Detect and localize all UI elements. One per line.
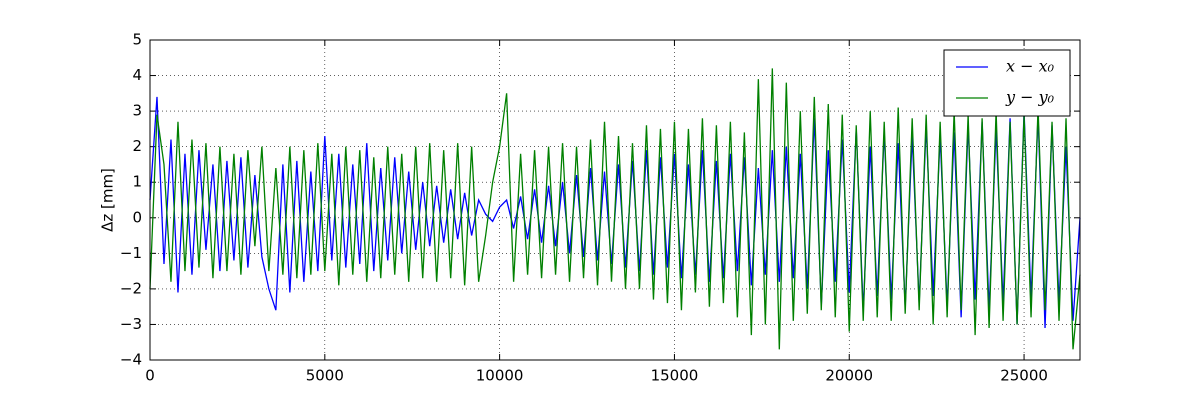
x-tick-label: 25000 xyxy=(1000,367,1048,385)
y-tick-label: −2 xyxy=(120,279,142,297)
y-tick-label: 0 xyxy=(132,208,142,226)
y-axis-label: Δz [mm] xyxy=(99,168,117,232)
legend-label: y − y₀ xyxy=(1005,88,1055,107)
y-tick-label: 1 xyxy=(132,173,142,191)
y-tick-label: 4 xyxy=(132,66,142,84)
legend-box xyxy=(943,49,1071,117)
data-line xyxy=(149,68,1081,350)
y-tick-label: 3 xyxy=(132,102,142,120)
y-tick-label: −1 xyxy=(120,244,142,262)
y-tick-label: −4 xyxy=(120,351,142,369)
x-tick-label: 5000 xyxy=(306,367,344,385)
y-tick-label: 2 xyxy=(132,137,142,155)
x-tick-label: 20000 xyxy=(825,367,873,385)
x-tick-label: 10000 xyxy=(476,367,524,385)
plot-frame xyxy=(149,39,1081,361)
y-tick-label: 5 xyxy=(132,31,142,49)
x-tick-label: 0 xyxy=(145,367,155,385)
y-tick-label: −3 xyxy=(120,315,142,333)
legend-label: x − x₀ xyxy=(1006,57,1055,76)
x-tick-label: 15000 xyxy=(651,367,699,385)
